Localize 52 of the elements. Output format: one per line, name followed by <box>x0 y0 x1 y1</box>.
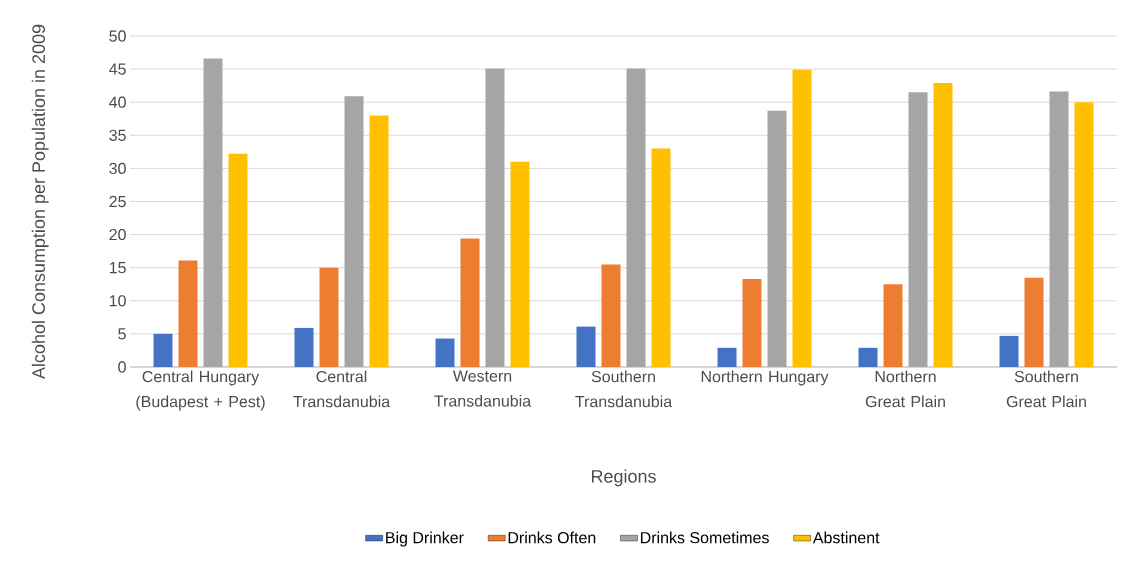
bar <box>510 161 530 367</box>
y-tick-label: 35 <box>109 129 126 141</box>
bar <box>999 335 1019 367</box>
y-tick-label: 15 <box>109 262 126 274</box>
bar <box>858 347 878 367</box>
bar <box>1049 91 1069 367</box>
x-tick-label: Northern Great Plain <box>865 370 945 408</box>
legend-label: Drinks Sometimes <box>640 531 769 544</box>
y-tick-label: 40 <box>109 96 126 108</box>
bar <box>203 58 223 367</box>
bar <box>626 68 646 367</box>
bar <box>883 284 903 367</box>
y-tick-label: 25 <box>109 195 126 208</box>
legend-label: Drinks Often <box>508 531 596 544</box>
x-axis-title: Regions <box>591 469 656 487</box>
bar <box>435 338 455 367</box>
y-tick-label: 5 <box>118 328 126 340</box>
x-tick-label: Western Transdanubia <box>434 370 532 407</box>
bar <box>485 68 505 367</box>
bar <box>369 115 389 367</box>
bar <box>294 327 314 367</box>
bar <box>576 326 596 367</box>
legend-label: Abstinent <box>812 531 880 544</box>
bar <box>792 69 812 367</box>
y-tick-label: 10 <box>109 295 126 307</box>
y-tick-label: 30 <box>109 162 126 175</box>
x-tick-label: Northern Hungary <box>701 370 829 386</box>
bar <box>344 96 364 367</box>
x-tick-label: Central Hungary (Budapest + Pest) <box>136 370 265 411</box>
bar <box>908 92 928 367</box>
bar <box>460 238 480 367</box>
bar <box>1074 102 1094 367</box>
x-tick-label: Southern Transdanubia <box>575 370 673 408</box>
x-tick-label: Central Transdanubia <box>293 370 391 408</box>
y-axis-title: Alcohol Consumption per Population in 2009 <box>31 24 49 380</box>
bar <box>601 264 621 367</box>
bar <box>228 153 248 367</box>
bar <box>178 260 198 367</box>
bar <box>933 83 953 367</box>
bar <box>767 110 787 367</box>
y-tick-label: 45 <box>109 63 126 75</box>
bar <box>717 347 737 367</box>
x-tick-label: Southern Great Plain <box>1006 370 1086 408</box>
y-tick-label: 20 <box>109 228 126 241</box>
bar <box>742 278 762 367</box>
bar <box>153 333 173 367</box>
y-tick-label: 0 <box>118 361 126 373</box>
bar <box>319 267 339 367</box>
bar <box>1024 277 1044 367</box>
legend-label: Big Drinker <box>386 531 464 547</box>
y-tick-label: 50 <box>109 30 126 42</box>
bar <box>651 148 671 367</box>
